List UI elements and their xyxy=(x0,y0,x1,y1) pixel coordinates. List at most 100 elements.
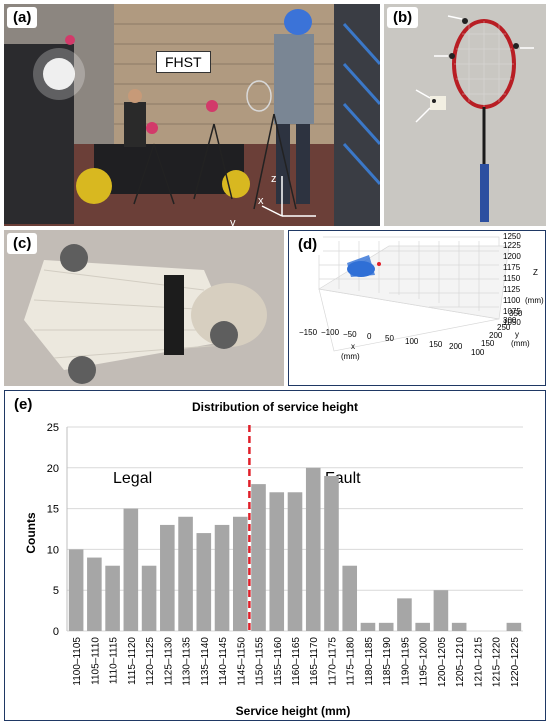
panel-e-histogram: (e) Distribution of service height Count… xyxy=(4,390,546,721)
x-tick: 100 xyxy=(405,337,419,346)
histogram-bar xyxy=(123,508,139,631)
z-tick: 1225 xyxy=(503,241,521,250)
histogram-bar xyxy=(68,549,84,631)
x-tick-label: 1170–1175 xyxy=(327,637,338,686)
service-height-histogram: Distribution of service height Counts Se… xyxy=(24,400,523,718)
histogram-bar xyxy=(196,533,212,631)
histogram-bar xyxy=(87,557,102,631)
x-tick-label: 1150–1155 xyxy=(255,637,266,686)
x-tick-label: 1160–1165 xyxy=(291,637,302,686)
x-tick-label: 1200–1205 xyxy=(437,637,448,687)
x-tick-label: 1175–1180 xyxy=(346,637,357,686)
axis-y-label: y xyxy=(230,217,236,226)
y-tick-label: 10 xyxy=(47,544,59,556)
z-axis-unit: (mm) xyxy=(525,296,544,305)
chart-title: Distribution of service height xyxy=(192,400,358,414)
x-tick-label: 1120–1125 xyxy=(145,637,156,686)
histogram-bar xyxy=(433,590,449,631)
z-tick: 1200 xyxy=(503,252,521,261)
y-tick: 100 xyxy=(471,348,485,357)
histogram-bar xyxy=(342,565,358,631)
y-tick: 200 xyxy=(489,331,503,340)
x-tick: −100 xyxy=(321,328,340,337)
x-tick: 200 xyxy=(449,342,463,351)
x-tick-label: 1195–1200 xyxy=(419,637,430,687)
histogram-bar xyxy=(269,492,285,631)
z-tick: 1150 xyxy=(503,274,521,283)
histogram-bar xyxy=(178,516,193,631)
histogram-bar xyxy=(305,467,321,631)
y-tick: 150 xyxy=(481,339,495,348)
x-tick-label: 1125–1130 xyxy=(163,637,174,686)
x-tick-label: 1155–1160 xyxy=(273,637,284,686)
histogram-bar xyxy=(324,475,339,631)
x-tick-label: 1135–1140 xyxy=(200,637,211,686)
histogram-bar xyxy=(415,622,430,631)
y-tick-labels: 100 150 200 250 300 350 xyxy=(471,309,523,357)
y-tick-label: 20 xyxy=(47,463,59,475)
z-tick: 1100 xyxy=(503,296,521,305)
y-tick: 300 xyxy=(503,316,517,325)
z-axis-label: Z xyxy=(533,268,538,277)
x-tick-label: 1215–1220 xyxy=(492,637,503,687)
panel-a-photo: z x y (a) FHST xyxy=(4,4,380,226)
panel-e-letter: (e) xyxy=(8,394,39,415)
panel-b-letter: (b) xyxy=(387,7,419,28)
x-tick-label: 1180–1185 xyxy=(364,637,375,686)
x-tick-label: 1100–1105 xyxy=(72,637,83,686)
y-tick-label: 25 xyxy=(47,422,59,434)
y-tick: 350 xyxy=(509,309,523,318)
x-tick: 150 xyxy=(429,340,443,349)
x-tick: 0 xyxy=(367,332,372,341)
x-tick-label: 1130–1135 xyxy=(182,637,193,686)
x-tick-label: 1105–1110 xyxy=(90,637,101,685)
y-tick-label: 0 xyxy=(53,626,59,638)
y-axis-label: y xyxy=(515,330,519,339)
panel-d-3d-plot: −150 −100 −50 0 50 100 150 200 x (mm) 10… xyxy=(288,230,546,386)
y-tick: 250 xyxy=(497,323,511,332)
capture-room-photo: z x y xyxy=(4,4,380,226)
panel-d-letter: (d) xyxy=(292,234,324,255)
x-tick-label: 1110–1115 xyxy=(109,637,120,685)
axis-z-label: z xyxy=(271,173,277,185)
y-tick-label: 15 xyxy=(47,504,59,516)
x-tick-label: 1185–1190 xyxy=(382,637,393,686)
histogram-bar xyxy=(378,622,394,631)
y-axis-unit: (mm) xyxy=(511,339,530,348)
x-tick-label: 1190–1195 xyxy=(400,637,411,686)
histogram-bar xyxy=(105,565,120,631)
z-tick: 1075 xyxy=(503,307,521,316)
panel-c-letter: (c) xyxy=(7,233,38,254)
x-tick: −50 xyxy=(343,330,357,339)
panel-a-letter: (a) xyxy=(7,7,38,28)
histogram-bar xyxy=(160,524,175,631)
x-tick-label: 1115–1120 xyxy=(127,637,138,685)
x-tick: 50 xyxy=(385,334,394,343)
panel-c-photo: (c) xyxy=(4,230,284,386)
z-tick: 1125 xyxy=(503,285,521,294)
z-tick: 1250 xyxy=(503,232,521,241)
y-tick-label: 5 xyxy=(53,585,59,597)
x-tick: −150 xyxy=(299,328,318,337)
z-tick-labels: 1050 1075 1100 1125 1150 1175 1200 1225 … xyxy=(503,232,521,327)
histogram-bar xyxy=(506,622,522,631)
x-axis-unit: (mm) xyxy=(341,352,360,361)
x-tick-label: 1165–1170 xyxy=(309,637,320,686)
histogram-bar xyxy=(251,484,266,631)
z-tick: 1050 xyxy=(503,318,521,327)
histogram-bar xyxy=(232,516,248,631)
y-axis-title: Counts xyxy=(24,512,38,554)
histogram-bar xyxy=(214,524,230,631)
x-tick-label: 1205–1210 xyxy=(455,637,466,687)
histogram-bar xyxy=(287,492,303,631)
panel-b-photo: (b) xyxy=(384,4,546,226)
x-tick-labels: −150 −100 −50 0 50 100 150 200 xyxy=(299,328,463,351)
racket-photo xyxy=(384,4,546,226)
z-tick: 1175 xyxy=(503,263,521,272)
x-axis-title: Service height (mm) xyxy=(236,704,351,718)
axis-x-label: x xyxy=(258,195,264,207)
histogram-bar xyxy=(141,565,157,631)
histogram-bar xyxy=(451,622,467,631)
x-tick-label: 1210–1215 xyxy=(473,637,484,687)
fhst-callout: FHST xyxy=(156,51,211,73)
